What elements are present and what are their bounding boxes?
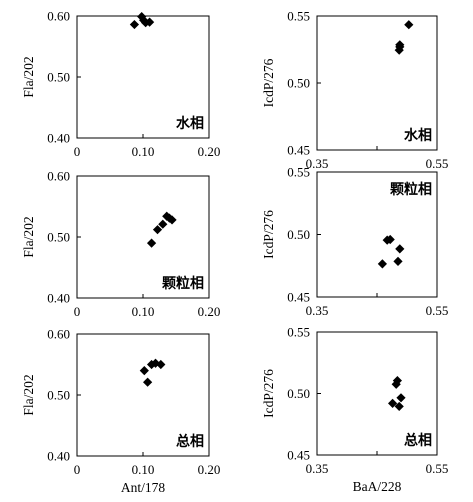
y-axis-label: IcdP/276	[261, 58, 276, 107]
x-tick-label: 0.55	[426, 156, 449, 171]
y-tick-label: 0.50	[287, 227, 310, 242]
x-tick-label: 0.10	[132, 304, 155, 319]
y-tick-label: 0.55	[287, 165, 310, 180]
y-axis-label: Fla/202	[21, 56, 36, 97]
x-tick-label: 0	[74, 144, 81, 159]
y-tick-label: 0.45	[287, 143, 310, 158]
y-tick-label: 0.50	[287, 386, 310, 401]
y-tick-label: 0.60	[47, 169, 70, 184]
x-tick-label: 0.20	[198, 462, 221, 477]
data-point	[152, 225, 163, 235]
y-tick-label: 0.50	[47, 388, 70, 403]
x-tick-label: 0	[74, 462, 81, 477]
phase-label: 颗粒相	[162, 275, 204, 292]
data-point	[129, 19, 140, 30]
y-axis-label: Fla/202	[21, 216, 36, 257]
data-point	[404, 20, 414, 30]
data-point	[391, 379, 401, 389]
y-tick-label: 0.40	[47, 449, 70, 464]
y-tick-label: 0.60	[47, 9, 70, 24]
y-axis-label: IcdP/276	[261, 369, 276, 418]
data-point	[385, 234, 395, 245]
y-tick-label: 0.50	[47, 70, 70, 85]
x-tick-label: 0.35	[306, 461, 329, 476]
data-point	[377, 259, 387, 269]
x-axis-label: BaA/228	[353, 479, 402, 494]
phase-label: 颗粒相	[390, 181, 432, 198]
data-point	[145, 17, 155, 27]
data-point	[150, 358, 161, 368]
phase-label: 总相	[176, 433, 204, 450]
data-point	[395, 244, 405, 254]
x-tick-label: 0.35	[306, 156, 329, 171]
data-point	[156, 359, 166, 370]
y-tick-label: 0.40	[47, 291, 70, 306]
data-point	[167, 215, 177, 225]
y-tick-label: 0.50	[47, 230, 70, 245]
y-tick-label: 0.45	[287, 290, 310, 305]
x-tick-label: 0.10	[132, 144, 155, 159]
y-tick-label: 0.60	[47, 327, 70, 342]
data-point	[395, 40, 405, 50]
phase-label: 总相	[404, 432, 432, 449]
x-tick-label: 0	[74, 304, 81, 319]
x-tick-label: 0.10	[132, 462, 155, 477]
data-point	[394, 401, 404, 412]
x-tick-label: 0.55	[426, 303, 449, 318]
data-point	[396, 393, 406, 403]
y-axis-label: Fla/202	[21, 374, 36, 415]
x-tick-label: 0.55	[426, 461, 449, 476]
y-tick-label: 0.55	[287, 325, 310, 340]
phase-label: 水相	[176, 115, 204, 132]
phase-label: 水相	[404, 127, 432, 144]
data-point	[143, 377, 153, 387]
data-point	[139, 366, 149, 376]
x-axis-label: Ant/178	[121, 480, 166, 495]
x-tick-label: 0.35	[306, 303, 329, 318]
y-tick-label: 0.55	[287, 9, 310, 24]
y-tick-label: 0.50	[287, 76, 310, 91]
data-point	[158, 219, 168, 229]
data-point	[388, 398, 398, 408]
x-tick-label: 0.20	[198, 144, 221, 159]
y-tick-label: 0.45	[287, 448, 310, 463]
x-tick-label: 0.20	[198, 304, 221, 319]
data-point	[392, 375, 402, 386]
data-point	[393, 256, 403, 266]
y-axis-label: IcdP/276	[261, 210, 276, 259]
data-point	[146, 238, 157, 248]
y-tick-label: 0.40	[47, 131, 70, 146]
